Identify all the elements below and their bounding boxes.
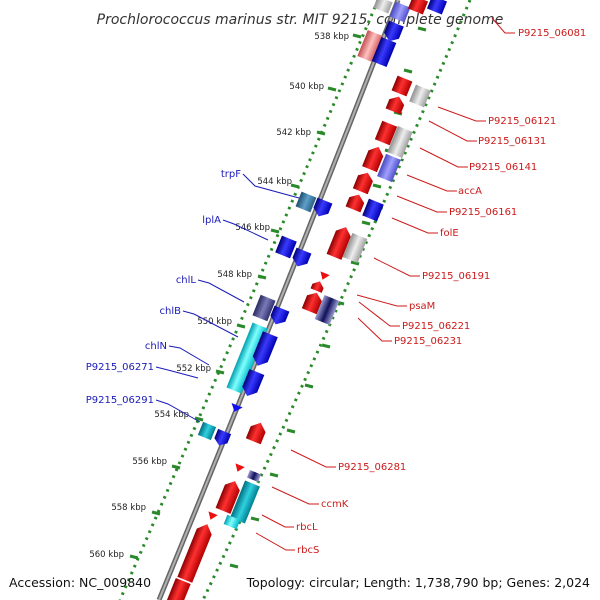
gene-feature[interactable]	[213, 428, 232, 448]
scale-label: 542 kbp	[276, 128, 311, 138]
scale-labels: 538 kbp 540 kbp 542 kbp 544 kbp 546 kbp …	[89, 32, 349, 560]
scale-label: 546 kbp	[235, 223, 270, 233]
gene-feature[interactable]	[275, 235, 297, 259]
right-leaders	[255, 17, 515, 551]
gene-feature[interactable]	[310, 279, 326, 293]
gene-label-P9215_06131[interactable]: P9215_06131	[478, 136, 546, 147]
gene-feature[interactable]	[290, 247, 312, 270]
gene-feature[interactable]	[357, 30, 383, 62]
gene-feature[interactable]	[387, 126, 413, 158]
gene-feature[interactable]	[352, 170, 375, 195]
right-labels: P9215_06081 P9215_06121 P9215_06131 P921…	[296, 28, 586, 556]
gene-feature[interactable]	[377, 153, 401, 183]
gene-label-P9215_06221[interactable]: P9215_06221	[402, 321, 470, 332]
gene-label-P9215_06191[interactable]: P9215_06191	[422, 271, 490, 282]
gene-feature[interactable]	[391, 75, 413, 97]
scale-label: 552 kbp	[176, 364, 211, 374]
gene-feature[interactable]	[250, 331, 278, 369]
gene-feature[interactable]	[252, 294, 276, 322]
gene-feature[interactable]	[268, 305, 290, 328]
gene-feature[interactable]	[385, 94, 407, 115]
scale-label: 556 kbp	[132, 457, 167, 467]
gene-feature[interactable]	[311, 197, 333, 220]
gene-label-P9215_06141[interactable]: P9215_06141	[469, 162, 537, 173]
gene-feature[interactable]	[226, 322, 268, 394]
gene-feature[interactable]	[374, 120, 398, 146]
gene-feature[interactable]	[197, 421, 217, 441]
gene-feature[interactable]	[314, 294, 340, 326]
scale-label: 550 kbp	[197, 317, 232, 327]
map-title: Prochlorococcus marinus str. MIT 9215, c…	[97, 12, 504, 28]
gene-feature[interactable]	[389, 1, 411, 23]
gene-feature[interactable]	[362, 144, 386, 173]
gene-label-P9215_06161[interactable]: P9215_06161	[449, 207, 517, 218]
left-labels: trpF lplA chlL chlB chlN P9215_06271 P92…	[86, 169, 242, 406]
gene-feature[interactable]	[215, 478, 243, 514]
scale-label: 544 kbp	[257, 177, 292, 187]
gene-feature[interactable]	[246, 470, 262, 482]
gene-feature[interactable]	[206, 511, 218, 521]
gene-feature[interactable]	[229, 402, 243, 414]
gene-feature[interactable]	[223, 514, 241, 530]
gene-label-P9215_06231[interactable]: P9215_06231	[394, 336, 462, 347]
scale-label: 540 kbp	[289, 82, 324, 92]
gene-label-chlL[interactable]: chlL	[176, 275, 197, 286]
gene-feature[interactable]	[240, 368, 265, 399]
gene-label-chlB[interactable]: chlB	[160, 306, 182, 317]
accession-text: Accession: NC_009840	[9, 575, 151, 590]
gene-feature[interactable]	[342, 232, 368, 264]
scale-label: 560 kbp	[89, 550, 124, 560]
gene-label-lplA[interactable]: lplA	[202, 215, 221, 226]
gene-label-P9215_06291[interactable]: P9215_06291	[86, 395, 154, 406]
gene-label-rbcS[interactable]: rbcS	[297, 545, 319, 556]
gene-label-P9215_06081[interactable]: P9215_06081	[518, 28, 586, 39]
gene-label-folE[interactable]: folE	[440, 228, 459, 239]
scale-label: 554 kbp	[154, 410, 189, 420]
gene-feature[interactable]	[345, 192, 367, 213]
gene-label-accA[interactable]: accA	[458, 186, 482, 197]
gene-feature[interactable]	[230, 480, 260, 524]
gene-label-ccmK[interactable]: ccmK	[321, 499, 349, 510]
scale-label: 548 kbp	[217, 270, 252, 280]
gene-feature[interactable]	[245, 420, 268, 445]
scale-label: 538 kbp	[314, 32, 349, 42]
gene-label-chlN[interactable]: chlN	[145, 341, 167, 352]
genome-backbone-highlight	[158, 0, 399, 600]
gene-label-P9215_06281[interactable]: P9215_06281	[338, 462, 406, 473]
gene-label-rbcL[interactable]: rbcL	[296, 522, 318, 533]
gene-feature[interactable]	[382, 20, 404, 45]
gene-feature[interactable]	[295, 191, 317, 213]
gene-feature[interactable]	[301, 290, 324, 315]
scale-label: 558 kbp	[111, 503, 146, 513]
gene-feature[interactable]	[318, 271, 330, 281]
gene-feature[interactable]	[426, 0, 448, 15]
gene-label-psaM[interactable]: psaM	[409, 301, 435, 312]
gene-feature[interactable]	[326, 224, 354, 260]
gene-feature[interactable]	[409, 84, 431, 108]
gene-label-P9215_06121[interactable]: P9215_06121	[488, 116, 556, 127]
gene-feature[interactable]	[177, 521, 214, 583]
gene-label-trpF[interactable]: trpF	[221, 169, 241, 180]
left-leaders	[155, 173, 300, 423]
gene-feature[interactable]	[362, 198, 384, 222]
gene-feature[interactable]	[233, 463, 245, 473]
gene-features	[165, 0, 448, 600]
gene-label-P9215_06271[interactable]: P9215_06271	[86, 362, 154, 373]
gene-feature[interactable]	[407, 0, 429, 15]
gene-feature[interactable]	[165, 578, 191, 600]
genome-summary-text: Topology: circular; Length: 1,738,790 bp…	[246, 575, 590, 590]
gene-feature[interactable]	[373, 0, 393, 14]
gene-feature[interactable]	[371, 36, 397, 68]
scale-ticks	[129, 26, 427, 569]
